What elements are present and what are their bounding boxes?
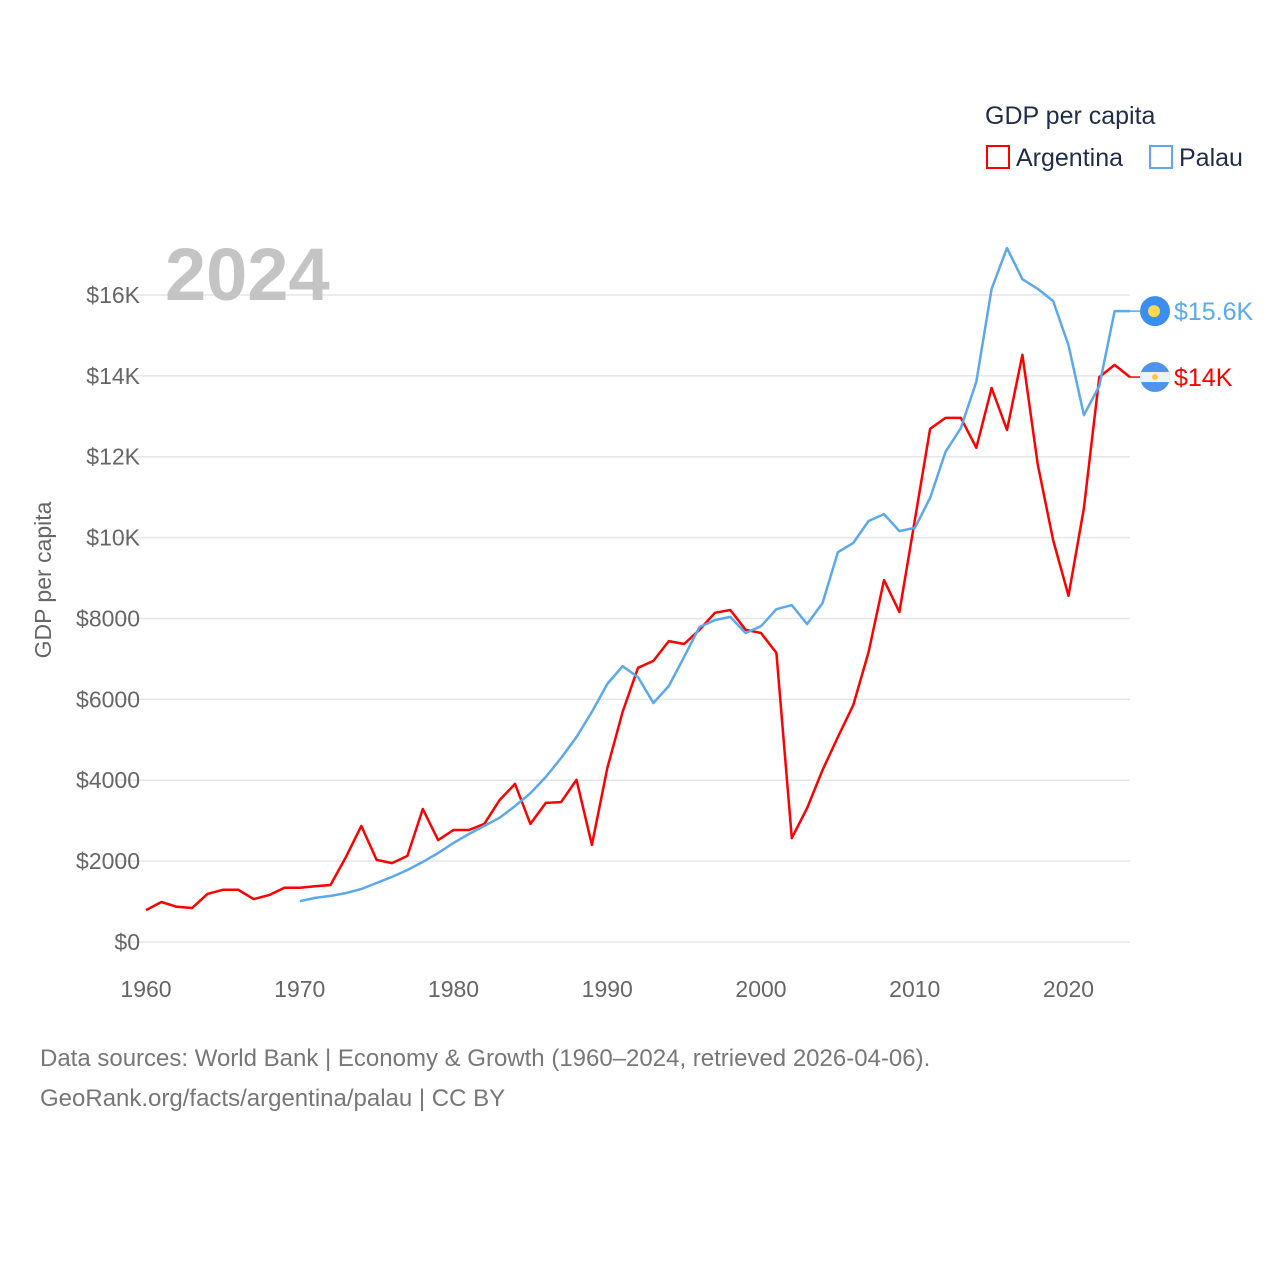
x-tick-label: 1980: [428, 976, 479, 1002]
end-value-label-palau: $15.6K: [1174, 298, 1254, 326]
series-line-argentina[interactable]: [145, 353, 1131, 912]
x-tick-label: 1960: [120, 976, 171, 1002]
y-tick-label: $16K: [86, 282, 140, 308]
y-tick-label: $14K: [86, 363, 140, 389]
legend-item-argentina[interactable]: Argentina: [986, 144, 1123, 172]
legend-label-palau: Palau: [1179, 144, 1243, 172]
y-tick-label: $6000: [76, 686, 140, 712]
y-tick-label: $0: [114, 929, 140, 955]
y-tick-label: $12K: [86, 444, 140, 470]
source-link[interactable]: GeoRank.org/facts/argentina/palau | CC B…: [40, 1085, 506, 1112]
legend-item-palau[interactable]: Palau: [1149, 144, 1243, 172]
y-tick-label: $2000: [76, 848, 140, 874]
legend-label-argentina: Argentina: [1016, 144, 1123, 172]
flag-icon-argentina: [1140, 362, 1170, 393]
y-tick-label: $8000: [76, 605, 140, 631]
x-tick-label: 2000: [735, 976, 786, 1002]
flag-icon-palau: [1140, 296, 1170, 327]
x-tick-label: 1970: [274, 976, 325, 1002]
source-note: Data sources: World Bank | Economy & Gro…: [40, 1045, 931, 1072]
legend-swatch-palau: [1149, 145, 1173, 169]
x-tick-label: 2020: [1043, 976, 1094, 1002]
x-tick-label: 2010: [889, 976, 940, 1002]
end-value-label-argentina: $14K: [1174, 364, 1233, 392]
year-watermark: 2024: [165, 233, 330, 316]
legend-title: GDP per capita: [985, 102, 1156, 130]
series-line-palau[interactable]: [299, 246, 1130, 903]
y-axis-label: GDP per capita: [30, 501, 56, 658]
y-tick-label: $4000: [76, 767, 140, 793]
x-tick-label: 1990: [582, 976, 633, 1002]
y-tick-label: $10K: [86, 525, 140, 551]
legend-swatch-argentina: [986, 145, 1010, 169]
